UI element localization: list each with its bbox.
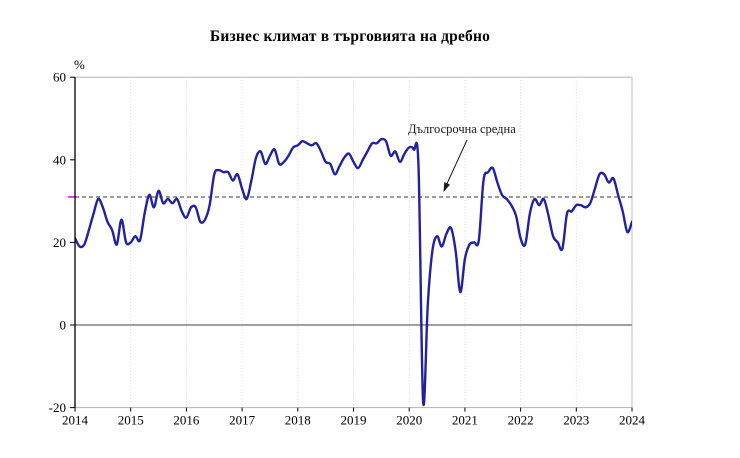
y-tick-label: -20 bbox=[49, 400, 66, 415]
long-term-average-label: Дългосрочна средна bbox=[408, 122, 516, 136]
y-tick-label: 20 bbox=[53, 235, 66, 250]
chart-title: Бизнес климат в търговията на дребно bbox=[209, 28, 491, 45]
x-tick-label: 2015 bbox=[118, 413, 144, 428]
x-tick-label: 2024 bbox=[619, 413, 646, 428]
y-axis-unit-label: % bbox=[74, 57, 85, 72]
y-tick-label: 40 bbox=[53, 152, 66, 167]
x-tick-label: 2022 bbox=[508, 413, 534, 428]
x-tick-label: 2020 bbox=[396, 413, 422, 428]
annotation-arrowhead bbox=[443, 182, 450, 192]
x-tick-label: 2019 bbox=[341, 413, 367, 428]
y-tick-label: 60 bbox=[53, 70, 66, 85]
y-tick-label: 0 bbox=[60, 318, 67, 333]
x-tick-label: 2017 bbox=[229, 413, 256, 428]
climate-series-line bbox=[75, 137, 632, 407]
x-tick-label: 2014 bbox=[62, 413, 89, 428]
x-tick-label: 2023 bbox=[563, 413, 589, 428]
annotation-arrow bbox=[444, 139, 468, 189]
x-tick-label: 2016 bbox=[173, 413, 200, 428]
x-tick-label: 2021 bbox=[452, 413, 478, 428]
x-tick-label: 2018 bbox=[285, 413, 311, 428]
